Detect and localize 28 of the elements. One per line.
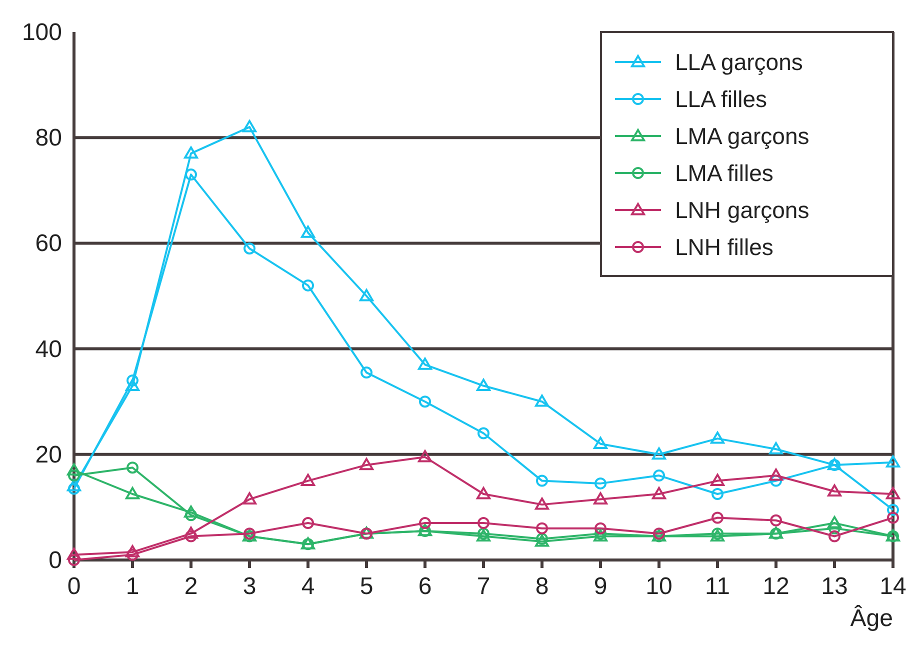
x-tick-label: 0 [67, 573, 81, 600]
legend-label: LMA garçons [675, 123, 810, 149]
x-tick-label: 3 [242, 573, 256, 600]
y-tick-label: 80 [35, 124, 62, 152]
x-tick-label: 9 [594, 573, 608, 600]
x-tick-label: 8 [535, 573, 549, 600]
x-tick-label: 4 [301, 573, 315, 600]
y-tick-label: 0 [48, 547, 62, 574]
legend-label: LLA garçons [675, 49, 803, 75]
x-tick-label: 6 [418, 573, 432, 600]
legend-label: LLA filles [675, 86, 768, 112]
x-tick-label: 5 [360, 573, 374, 600]
x-tick-label: 14 [880, 573, 906, 600]
y-tick-label: 20 [35, 441, 62, 468]
x-tick-label: 2 [184, 573, 198, 600]
legend-label: LNH filles [675, 234, 774, 260]
x-tick-label: 11 [705, 573, 730, 600]
legend-label: LNH garçons [675, 197, 810, 223]
y-tick-label: 40 [35, 336, 62, 363]
x-axis-title: Âge [850, 605, 893, 632]
y-tick-label: 60 [35, 230, 62, 258]
x-tick-label: 13 [821, 573, 848, 600]
legend-label: LMA filles [675, 160, 774, 186]
x-tick-label: 1 [126, 573, 140, 600]
x-tick-label: 12 [762, 573, 790, 600]
x-tick-label: 10 [646, 573, 672, 600]
y-tick-label: 100 [22, 19, 62, 46]
x-tick-label: 7 [476, 573, 490, 600]
